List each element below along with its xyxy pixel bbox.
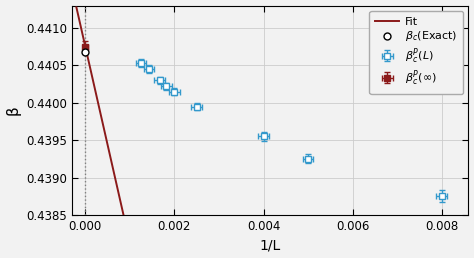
Y-axis label: β: β xyxy=(6,106,20,115)
Line: Fit: Fit xyxy=(76,7,468,258)
X-axis label: 1/L: 1/L xyxy=(260,238,281,252)
Fit xyxy=(73,6,79,9)
Legend: Fit, $\beta_c$(Exact), $\beta_c^P(L)$, $\beta_c^P(\infty)$: Fit, $\beta_c$(Exact), $\beta_c^P(L)$, $… xyxy=(369,11,463,94)
Fit xyxy=(75,12,81,15)
